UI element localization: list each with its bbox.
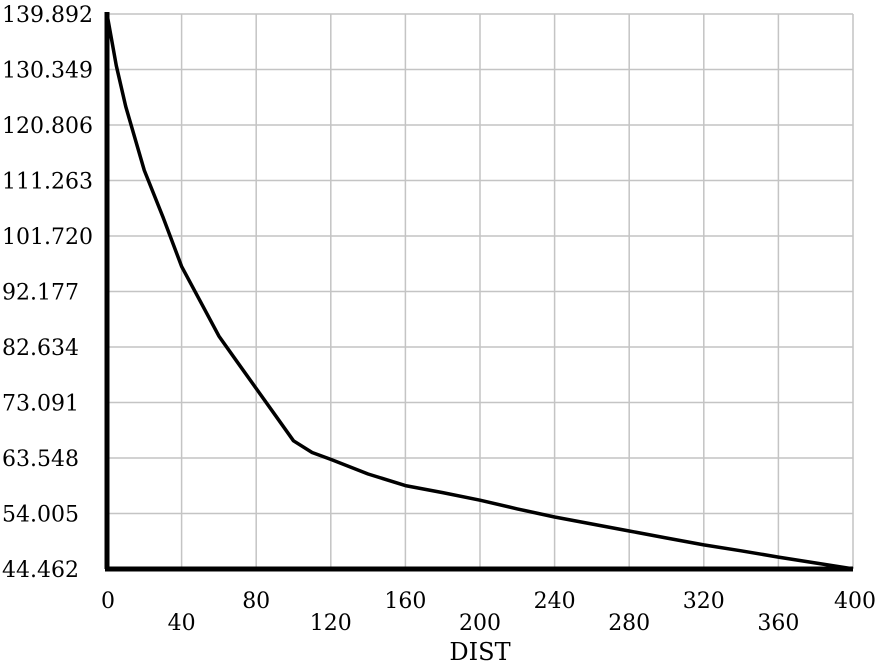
x-tick-label: 320 [683, 589, 725, 614]
x-tick-labels: 0 40 80 120 160 200 240 280 320 360 400 [101, 589, 876, 636]
grid-lines [106, 13, 854, 570]
y-tick-label: 139.892 [2, 3, 93, 28]
series-line-0 [105, 13, 854, 571]
y-tick-label: 82.634 [2, 336, 79, 361]
y-tick-labels: 44.462 54.005 63.548 73.091 82.634 92.177 101.… [2, 3, 93, 583]
x-axis-title: DIST [449, 638, 510, 665]
y-tick-label: 120.806 [2, 114, 93, 139]
series-layer [105, 13, 854, 571]
x-tick-label: 400 [834, 589, 876, 614]
x-tick-label: 80 [242, 589, 270, 614]
axes [104, 12, 853, 572]
y-tick-label: 73.091 [2, 392, 79, 417]
y-tick-label: 92.177 [2, 281, 79, 306]
x-tick-label: 360 [757, 611, 799, 636]
y-tick-label: 63.548 [2, 447, 79, 472]
x-tick-label: 200 [459, 611, 501, 636]
x-tick-label: 280 [608, 611, 650, 636]
y-tick-label: 130.349 [2, 59, 93, 84]
x-tick-label: 40 [168, 611, 196, 636]
y-tick-label: 44.462 [2, 558, 79, 583]
y-tick-label: 54.005 [2, 503, 79, 528]
y-tick-label: 101.720 [2, 225, 93, 250]
x-tick-label: 0 [101, 589, 115, 614]
x-tick-label: 240 [534, 589, 576, 614]
y-tick-label: 111.263 [2, 170, 93, 195]
x-tick-label: 120 [310, 611, 352, 636]
x-tick-label: 160 [384, 589, 426, 614]
